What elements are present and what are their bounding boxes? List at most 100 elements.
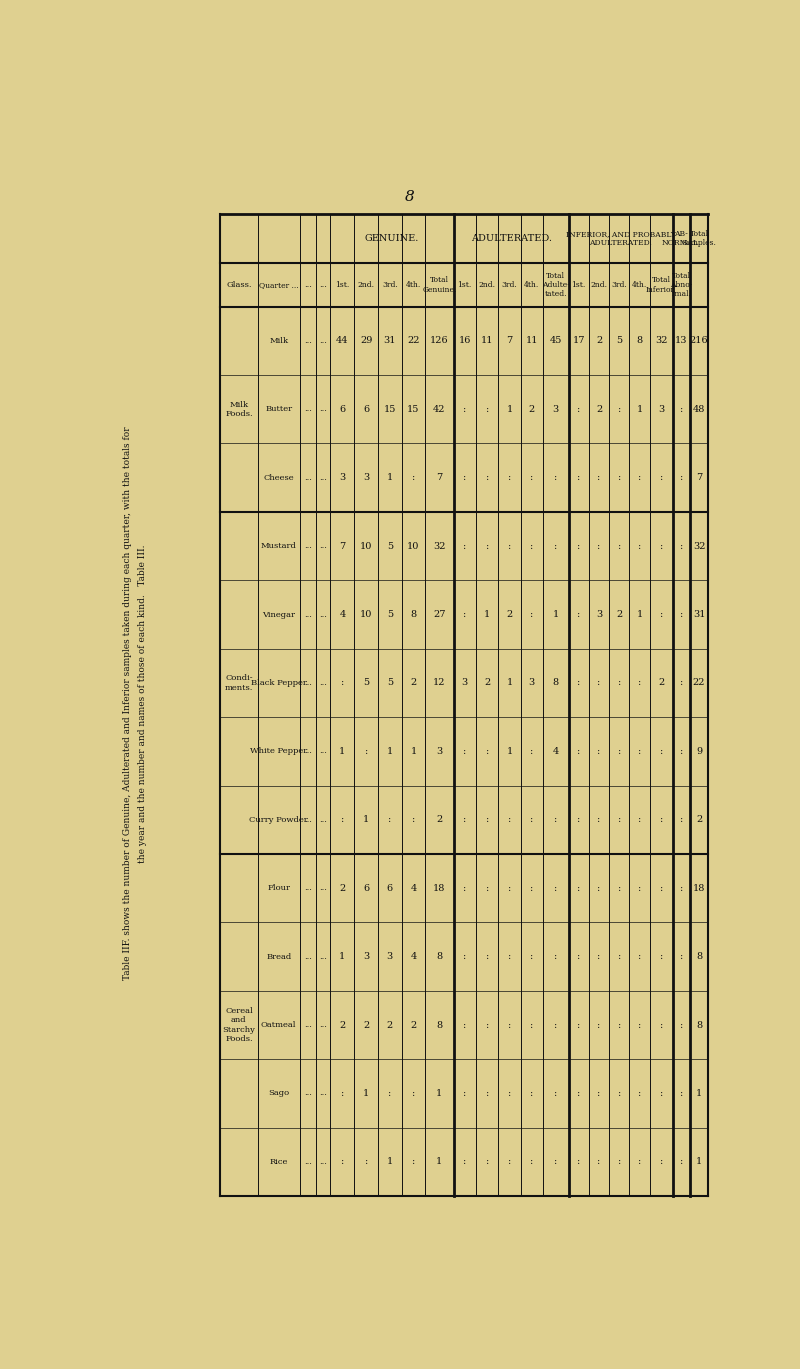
Text: 8: 8 bbox=[553, 679, 559, 687]
Text: 7: 7 bbox=[506, 337, 513, 345]
Text: :: : bbox=[463, 883, 466, 893]
Text: 6: 6 bbox=[363, 883, 369, 893]
Text: 4: 4 bbox=[553, 747, 559, 756]
Text: 6: 6 bbox=[339, 405, 346, 413]
Text: 2nd.: 2nd. bbox=[358, 281, 374, 289]
Text: 2: 2 bbox=[506, 611, 513, 619]
Text: :: : bbox=[638, 1157, 641, 1166]
Text: :: : bbox=[638, 883, 641, 893]
Text: :: : bbox=[463, 542, 466, 550]
Text: :: : bbox=[508, 1157, 511, 1166]
Text: :: : bbox=[508, 816, 511, 824]
Text: 1: 1 bbox=[696, 1157, 702, 1166]
Text: 2: 2 bbox=[410, 1020, 417, 1029]
Text: 2: 2 bbox=[596, 337, 602, 345]
Text: 17: 17 bbox=[573, 337, 585, 345]
Text: :: : bbox=[680, 679, 683, 687]
Text: :: : bbox=[660, 816, 663, 824]
Text: ...: ... bbox=[304, 337, 312, 345]
Text: 18: 18 bbox=[693, 883, 706, 893]
Text: :: : bbox=[463, 816, 466, 824]
Text: ...: ... bbox=[304, 1021, 312, 1029]
Text: 10: 10 bbox=[407, 542, 420, 550]
Text: :: : bbox=[618, 951, 621, 961]
Text: :: : bbox=[598, 542, 601, 550]
Text: 6: 6 bbox=[386, 883, 393, 893]
Text: 3: 3 bbox=[363, 951, 370, 961]
Text: :: : bbox=[660, 747, 663, 756]
Text: :: : bbox=[660, 611, 663, 619]
Text: Flour: Flour bbox=[267, 884, 290, 893]
Text: :: : bbox=[530, 474, 534, 482]
Text: 2: 2 bbox=[386, 1020, 393, 1029]
Text: 11: 11 bbox=[481, 337, 494, 345]
Text: 8: 8 bbox=[696, 1020, 702, 1029]
Text: 45: 45 bbox=[550, 337, 562, 345]
Text: :: : bbox=[598, 1020, 601, 1029]
Text: 1: 1 bbox=[506, 405, 513, 413]
Text: 4: 4 bbox=[410, 951, 417, 961]
Text: 2: 2 bbox=[596, 405, 602, 413]
Text: :: : bbox=[486, 1088, 489, 1098]
Text: 2: 2 bbox=[410, 679, 417, 687]
Text: :: : bbox=[680, 474, 683, 482]
Text: :: : bbox=[365, 747, 368, 756]
Text: :: : bbox=[680, 951, 683, 961]
Text: 3: 3 bbox=[553, 405, 559, 413]
Text: 15: 15 bbox=[384, 405, 396, 413]
Text: :: : bbox=[341, 816, 344, 824]
Text: 3: 3 bbox=[596, 611, 602, 619]
Text: 5: 5 bbox=[386, 679, 393, 687]
Text: :: : bbox=[577, 951, 580, 961]
Text: ...: ... bbox=[319, 542, 327, 550]
Text: :: : bbox=[660, 1020, 663, 1029]
Text: :: : bbox=[577, 405, 580, 413]
Text: :: : bbox=[680, 1020, 683, 1029]
Text: :: : bbox=[618, 747, 621, 756]
Text: Milk: Milk bbox=[269, 337, 288, 345]
Text: 2: 2 bbox=[616, 611, 622, 619]
Text: :: : bbox=[530, 747, 534, 756]
Text: Black Pepper: Black Pepper bbox=[250, 679, 306, 687]
Text: :: : bbox=[388, 816, 391, 824]
Text: :: : bbox=[554, 816, 558, 824]
Text: ...: ... bbox=[304, 953, 312, 961]
Text: White Pepper: White Pepper bbox=[250, 747, 307, 756]
Text: :: : bbox=[412, 1157, 415, 1166]
Text: ...: ... bbox=[319, 953, 327, 961]
Text: :: : bbox=[577, 1088, 580, 1098]
Text: 126: 126 bbox=[430, 337, 449, 345]
Text: 8: 8 bbox=[436, 951, 442, 961]
Text: 32: 32 bbox=[693, 542, 706, 550]
Text: :: : bbox=[486, 747, 489, 756]
Text: :: : bbox=[618, 542, 621, 550]
Text: :: : bbox=[486, 1020, 489, 1029]
Text: ...: ... bbox=[319, 337, 327, 345]
Text: :: : bbox=[508, 1088, 511, 1098]
Text: :: : bbox=[618, 474, 621, 482]
Text: 22: 22 bbox=[407, 337, 420, 345]
Text: 8: 8 bbox=[637, 337, 642, 345]
Text: 2: 2 bbox=[696, 816, 702, 824]
Text: :: : bbox=[463, 405, 466, 413]
Text: Bread: Bread bbox=[266, 953, 291, 961]
Text: :: : bbox=[341, 679, 344, 687]
Text: 1: 1 bbox=[696, 1088, 702, 1098]
Text: :: : bbox=[508, 951, 511, 961]
Text: :: : bbox=[680, 611, 683, 619]
Text: :: : bbox=[530, 883, 534, 893]
Text: 13: 13 bbox=[675, 337, 687, 345]
Text: ...: ... bbox=[304, 884, 312, 893]
Text: Mustard: Mustard bbox=[261, 542, 297, 550]
Text: 1: 1 bbox=[386, 474, 393, 482]
Text: ...: ... bbox=[304, 542, 312, 550]
Text: 2nd.: 2nd. bbox=[478, 281, 496, 289]
Text: 15: 15 bbox=[407, 405, 420, 413]
Text: 4th.: 4th. bbox=[524, 281, 539, 289]
Text: ...: ... bbox=[304, 1158, 312, 1166]
Text: :: : bbox=[660, 1157, 663, 1166]
Text: :: : bbox=[618, 1020, 621, 1029]
Text: 1st.: 1st. bbox=[335, 281, 350, 289]
Text: 3: 3 bbox=[658, 405, 664, 413]
Text: 7: 7 bbox=[696, 474, 702, 482]
